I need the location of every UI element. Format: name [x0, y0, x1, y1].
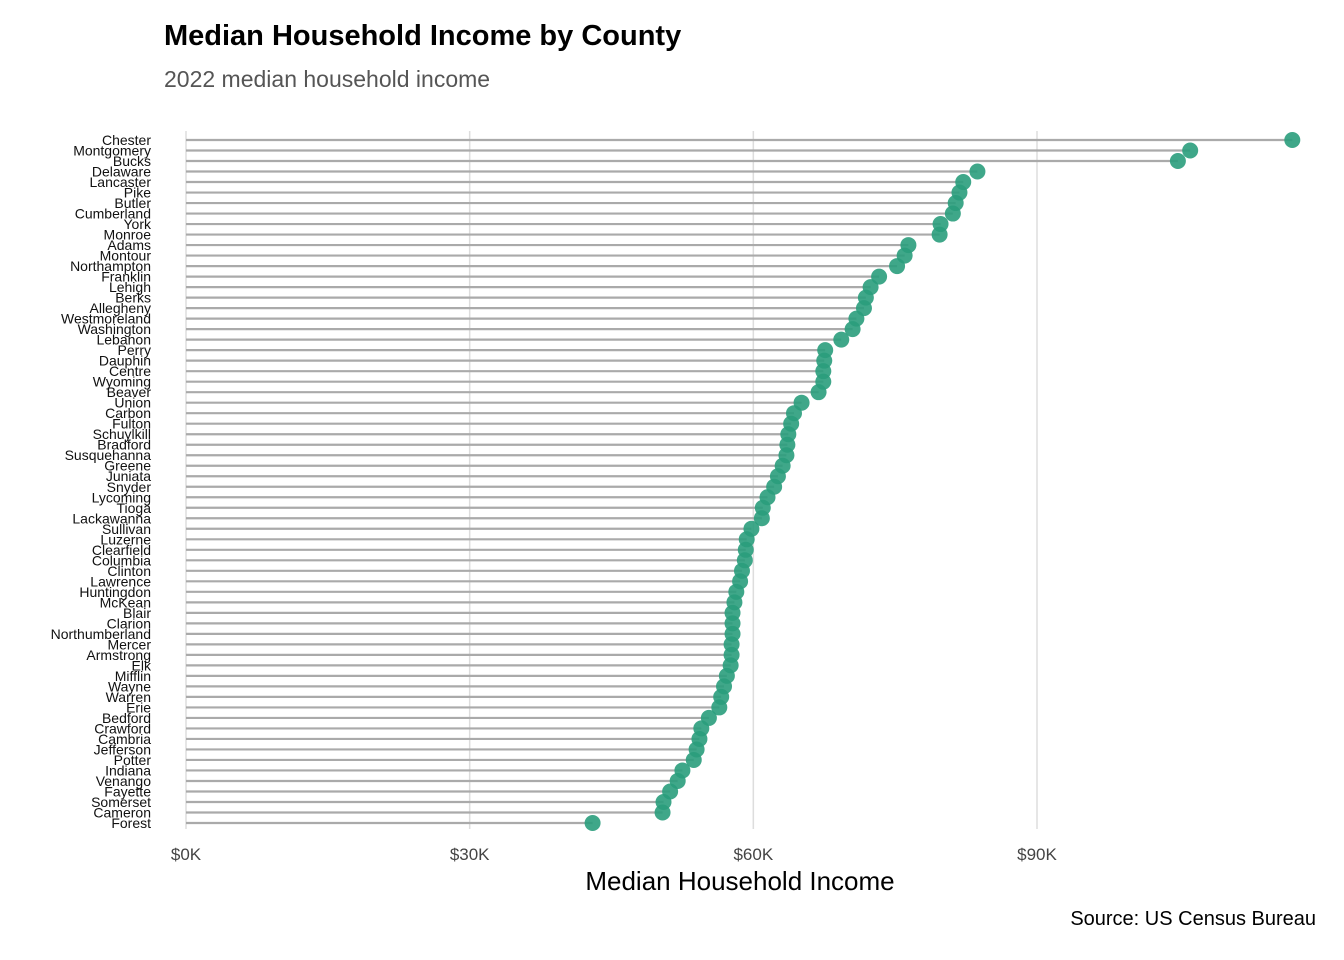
- county-label: Chester: [102, 132, 151, 148]
- chart-caption: Source: US Census Bureau: [1070, 908, 1316, 930]
- county-label: Susquehanna: [65, 447, 152, 463]
- county-label: Sullivan: [102, 521, 151, 537]
- county-label: Mercer: [107, 636, 151, 652]
- county-label: Cumberland: [75, 206, 151, 222]
- county-label: Bradford: [97, 437, 151, 453]
- lollipop-point: [1182, 142, 1199, 159]
- county-label: Northampton: [70, 258, 151, 274]
- county-label: Snyder: [107, 479, 152, 495]
- county-label: Lancaster: [90, 174, 152, 190]
- county-label: Fulton: [112, 416, 151, 432]
- county-label: Lehigh: [109, 279, 151, 295]
- county-label: Wyoming: [93, 374, 151, 390]
- county-label: Potter: [114, 752, 152, 768]
- lollipop-point: [1284, 132, 1301, 148]
- county-label: Pike: [124, 185, 151, 201]
- county-label: Clarion: [107, 615, 151, 631]
- county-label: Bucks: [113, 153, 151, 169]
- lollipop-point: [889, 258, 906, 275]
- lollipop-point: [654, 804, 671, 821]
- county-label: Forest: [111, 815, 151, 831]
- county-label: Montour: [100, 248, 152, 264]
- county-label: Union: [114, 395, 151, 411]
- county-label: Delaware: [92, 164, 151, 180]
- county-label: Blair: [123, 605, 151, 621]
- county-label: Monroe: [104, 227, 152, 243]
- lollipop-point: [969, 163, 986, 180]
- county-label: Perry: [118, 342, 151, 358]
- county-label: Armstrong: [86, 647, 151, 663]
- county-label: York: [123, 216, 152, 232]
- gridlines: [185, 131, 1038, 829]
- county-label: Tioga: [116, 500, 151, 516]
- county-label: Lycoming: [92, 489, 151, 505]
- county-label: Cambria: [98, 731, 151, 747]
- x-tick-label: $60K: [733, 845, 773, 864]
- lollipop-point: [931, 226, 948, 243]
- county-label: Beaver: [107, 384, 152, 400]
- lollipop-points: [584, 132, 1301, 831]
- county-label: Lackawanna: [72, 510, 151, 526]
- lollipop-point: [584, 815, 601, 831]
- county-label: Warren: [106, 689, 151, 705]
- county-label: Berks: [115, 290, 151, 306]
- county-label: Mifflin: [115, 668, 151, 684]
- county-label: Lebanon: [96, 332, 151, 348]
- county-label: Franklin: [101, 269, 151, 285]
- county-label: Adams: [107, 237, 151, 253]
- county-label: Wayne: [108, 678, 151, 694]
- county-label: Columbia: [92, 552, 151, 568]
- county-label: Montgomery: [73, 143, 151, 159]
- county-labels: ChesterMontgomeryBucksDelawareLancasterP…: [51, 132, 152, 831]
- lollipop-point: [753, 510, 770, 527]
- lollipop-point: [833, 331, 850, 348]
- county-label: Cameron: [93, 804, 151, 820]
- county-label: Bedford: [102, 710, 151, 726]
- x-tick-label: $90K: [1017, 845, 1057, 864]
- county-label: Venango: [96, 773, 151, 789]
- x-tick-label: $0K: [171, 845, 202, 864]
- county-label: Clearfield: [92, 542, 151, 558]
- county-label: Centre: [109, 363, 151, 379]
- county-label: Jefferson: [94, 741, 151, 757]
- county-label: Schuylkill: [93, 426, 151, 442]
- x-axis-ticks: $0K $30K $60K $90K: [171, 845, 1058, 864]
- lollipop-point: [1169, 153, 1186, 170]
- county-label: Erie: [126, 699, 151, 715]
- county-label: Luzerne: [100, 531, 151, 547]
- county-label: Allegheny: [90, 300, 152, 316]
- county-label: Somerset: [91, 794, 151, 810]
- county-label: Clinton: [107, 563, 151, 579]
- x-axis-title: Median Household Income: [585, 866, 894, 896]
- county-label: McKean: [100, 594, 151, 610]
- county-label: Carbon: [105, 405, 151, 421]
- county-label: Crawford: [94, 720, 151, 736]
- county-label: Indiana: [105, 762, 151, 778]
- x-tick-label: $30K: [450, 845, 490, 864]
- chart-title: Median Household Income by County: [164, 20, 682, 52]
- county-label: Elk: [132, 657, 152, 673]
- county-label: Fayette: [104, 783, 151, 799]
- lollipop-point: [711, 699, 728, 716]
- county-label: Westmoreland: [61, 311, 151, 327]
- lollipop-segments: [186, 138, 1293, 825]
- county-label: Lawrence: [90, 573, 151, 589]
- lollipop-point: [944, 205, 961, 222]
- county-label: Washington: [78, 321, 151, 337]
- lollipop-point: [685, 751, 702, 768]
- lollipop-point: [810, 384, 827, 401]
- county-label: Juniata: [106, 468, 151, 484]
- county-label: Northumberland: [51, 626, 151, 642]
- county-label: Dauphin: [99, 353, 151, 369]
- county-label: Huntingdon: [79, 584, 151, 600]
- county-label: Greene: [104, 458, 151, 474]
- county-label: Butler: [114, 195, 151, 211]
- lollipop-point: [844, 321, 861, 338]
- chart-subtitle: 2022 median household income: [164, 66, 491, 92]
